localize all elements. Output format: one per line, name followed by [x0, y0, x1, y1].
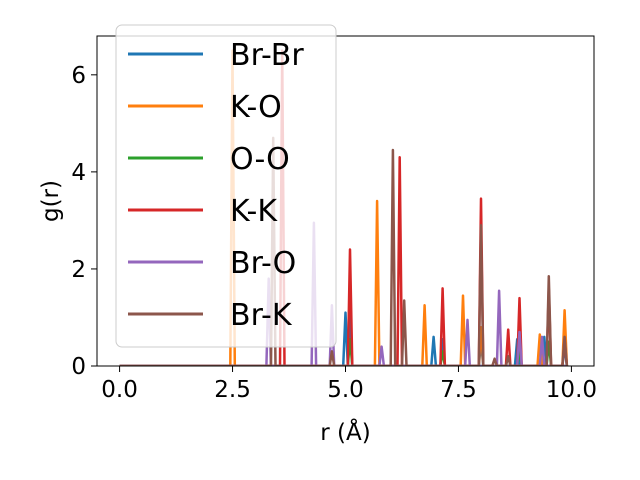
y-axis-ticks: 0 2 4 6: [71, 63, 97, 380]
x-tick-label: 5.0: [327, 377, 364, 403]
series-line-br-k: [119, 136, 569, 366]
legend-label: Br-O: [230, 246, 296, 281]
x-axis-ticks: 0.0 2.5 5.0 7.5 10.0: [101, 366, 597, 403]
y-axis-label: g(r): [38, 180, 64, 222]
legend-label: Br-Br: [230, 38, 304, 73]
y-tick-label: 0: [71, 354, 86, 380]
legend-box: [115, 24, 337, 348]
legend-label: O-O: [230, 142, 290, 177]
legend-label: K-O: [230, 90, 282, 125]
x-tick-label: 0.0: [101, 377, 138, 403]
x-tick-label: 10.0: [546, 377, 597, 403]
x-axis-label: r (Å): [320, 418, 370, 446]
y-tick-label: 2: [71, 257, 86, 283]
legend-label: K-K: [230, 194, 278, 229]
y-tick-label: 4: [71, 160, 86, 186]
legend: Br-Br K-O O-O K-K Br-O Br-K: [115, 24, 337, 348]
y-tick-label: 6: [71, 63, 86, 89]
series-line-o-o: [119, 338, 567, 366]
x-tick-label: 2.5: [214, 377, 251, 403]
legend-label: Br-K: [230, 298, 293, 333]
x-tick-label: 7.5: [440, 377, 477, 403]
